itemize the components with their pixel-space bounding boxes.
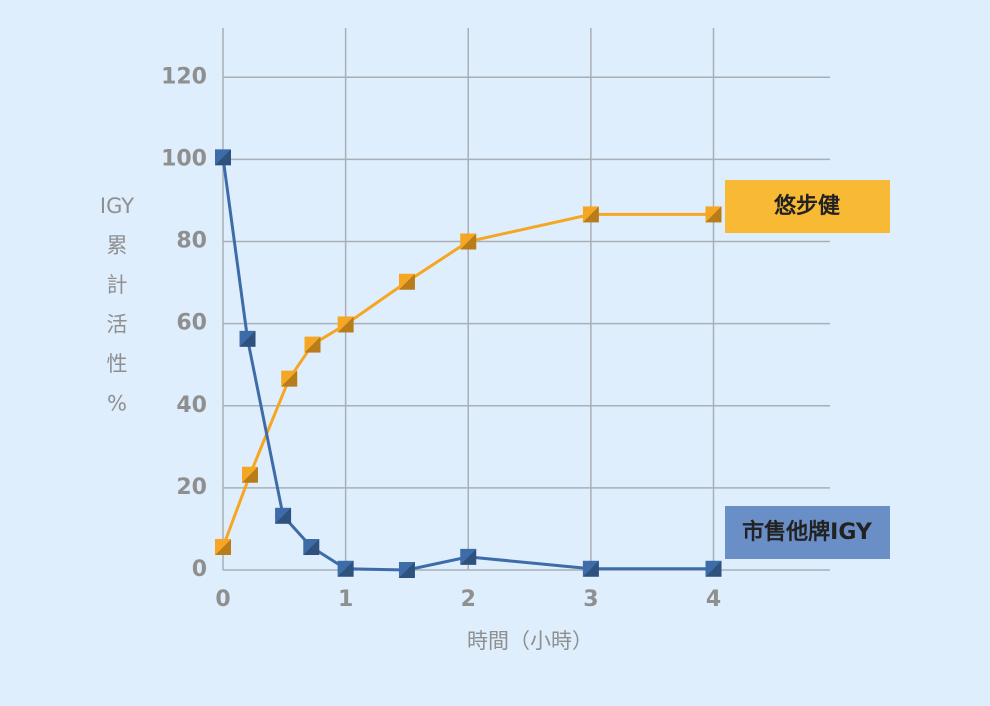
marker <box>398 562 415 578</box>
marker <box>705 206 722 223</box>
y-axis-title: 性 <box>107 352 128 376</box>
marker <box>275 507 292 524</box>
marker <box>239 330 256 347</box>
legend-label: 市售他牌IGY <box>742 519 873 545</box>
marker <box>337 560 354 577</box>
marker <box>215 539 231 556</box>
x-tick-label: 2 <box>461 587 476 612</box>
legend-box <box>725 506 890 559</box>
y-tick-label: 100 <box>161 146 207 171</box>
y-axis-title: 累 <box>107 234 128 258</box>
y-tick-label: 0 <box>192 557 207 582</box>
y-tick-label: 120 <box>161 64 207 89</box>
legend-box <box>725 180 890 233</box>
y-tick-label: 80 <box>176 229 207 254</box>
x-tick-label: 1 <box>338 587 353 612</box>
legend-label: 悠步健 <box>773 193 840 219</box>
marker <box>582 206 599 223</box>
marker <box>460 233 477 250</box>
x-tick-label: 3 <box>583 587 598 612</box>
marker <box>281 370 298 387</box>
marker <box>582 560 599 577</box>
y-tick-label: 40 <box>176 393 207 418</box>
marker <box>241 466 258 483</box>
marker <box>215 149 231 166</box>
y-axis-title: 計 <box>107 273 128 297</box>
marker <box>303 539 320 556</box>
y-axis-title: IGY <box>100 194 134 218</box>
marker <box>705 560 722 577</box>
y-axis-title: 活 <box>107 313 128 337</box>
x-tick-label: 4 <box>706 587 721 612</box>
y-tick-label: 20 <box>176 475 207 500</box>
y-axis-title: % <box>107 392 127 416</box>
marker <box>304 336 321 353</box>
x-axis-title: 時間（小時） <box>467 629 593 653</box>
marker <box>337 316 354 333</box>
marker <box>460 548 477 565</box>
x-tick-label: 0 <box>215 587 230 612</box>
marker <box>398 273 415 290</box>
y-tick-label: 60 <box>176 311 207 336</box>
